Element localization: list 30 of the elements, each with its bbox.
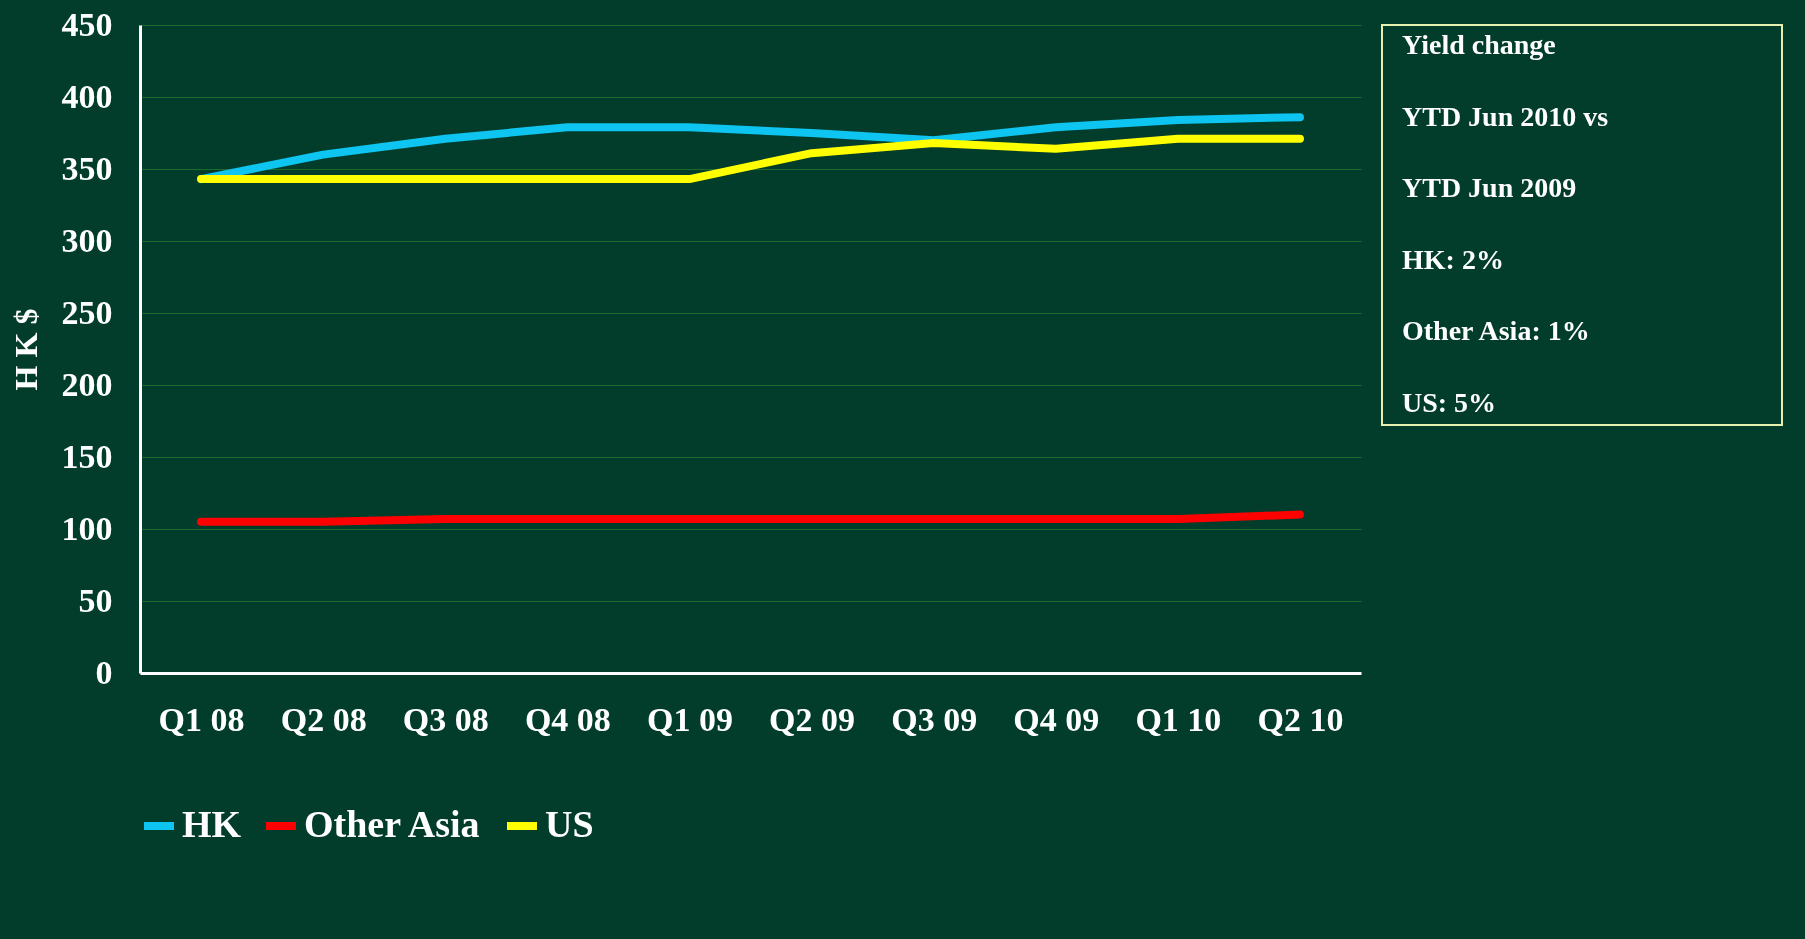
x-tick-label: Q1 10 [1135,700,1222,738]
text: YTD Jun 2009 [1402,172,1577,204]
x-tick-label: Q4 09 [1013,700,1100,738]
x-tick-label: Q2 09 [769,700,856,738]
x-tick-label: Q4 08 [524,700,611,738]
y-tick-label: 150 [61,437,113,475]
legend-label: HK [182,803,242,845]
y-tick-label: 250 [61,293,113,331]
x-tick-label: Q1 08 [158,700,245,738]
text: Yield change [1402,29,1556,61]
x-tick-label: Q2 10 [1257,700,1344,738]
x-tick-label: Q1 09 [646,700,733,738]
y-tick-label: 450 [61,5,113,43]
x-tick-label: Q3 09 [891,700,978,738]
y-tick-label: 0 [95,653,113,691]
text: HK: 2% [1402,243,1504,275]
y-tick-label: 200 [61,365,113,403]
text: Other Asia: 1% [1402,315,1590,347]
y-tick-label: 100 [61,509,113,547]
legend-label: US [545,803,594,845]
y-axis-title: H K $ [7,308,44,391]
text: US: 5% [1402,386,1497,418]
x-tick-label: Q3 08 [402,700,489,738]
text: YTD Jun 2010 vs [1402,100,1609,132]
y-tick-label: 400 [61,77,113,115]
legend-label: Other Asia [304,803,480,845]
y-tick-label: 300 [61,221,113,259]
y-tick-label: 350 [61,149,113,187]
y-tick-label: 50 [78,581,113,619]
x-tick-label: Q2 08 [280,700,367,738]
